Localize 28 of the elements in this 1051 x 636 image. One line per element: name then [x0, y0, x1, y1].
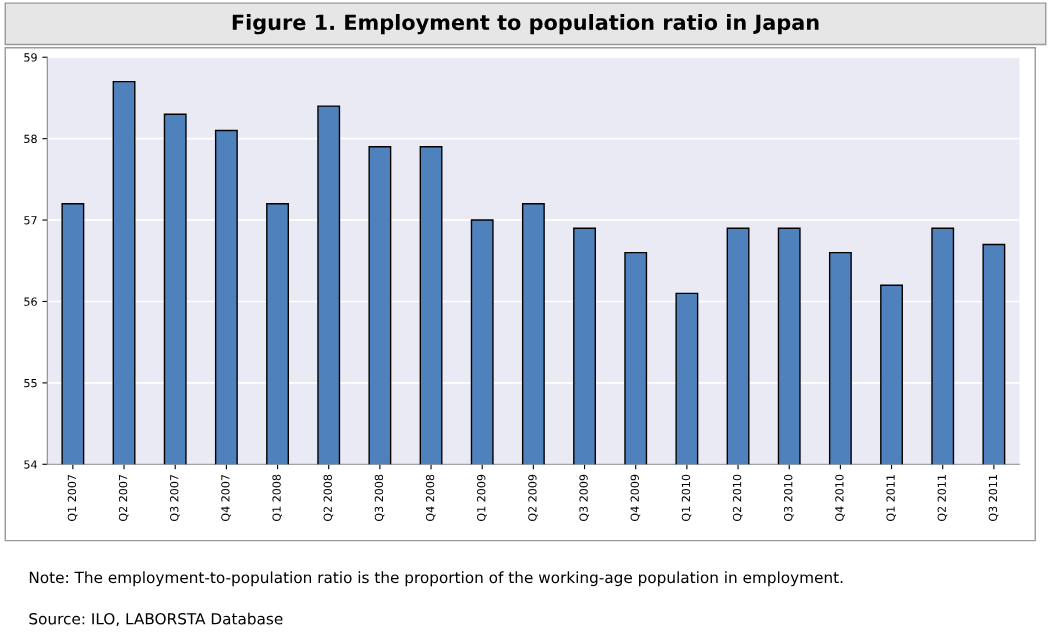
x-tick-label: Q1 2008: [272, 474, 283, 521]
y-tick-label: 56: [24, 297, 37, 306]
x-tick-label: Q1 2011: [886, 475, 897, 521]
x-tick-label: Q2 2007: [118, 474, 129, 521]
x-tick-label: Q3 2009: [579, 474, 590, 521]
x-tick-label: Q3 2011: [988, 475, 999, 521]
x-tick-label: Q3 2008: [374, 474, 385, 521]
x-tick-label: Q1 2010: [681, 474, 692, 521]
x-tick-label: Q3 2010: [784, 474, 794, 521]
x-tick-label: Q2 2011: [937, 475, 948, 521]
y-tick-label: 55: [24, 378, 37, 388]
y-tick-label: 59: [24, 53, 37, 62]
chart-title: Figure 1. Employment to population ratio in Japan: [232, 14, 819, 35]
x-tick-label: Q1 2009: [477, 474, 487, 521]
x-tick-label: Q4 2007: [221, 474, 231, 521]
x-tick-label: Q3 2007: [170, 474, 180, 521]
x-tick-label: Q4 2008: [425, 474, 436, 521]
x-tick-label: Q4 2010: [835, 474, 845, 521]
y-tick-label: 58: [24, 134, 37, 144]
y-tick-label: 57: [24, 216, 37, 225]
source-note: Source: ILO, LABORSTA Database: [29, 612, 283, 627]
x-tick-label: Q2 2008: [323, 474, 334, 521]
x-tick-label: Q2 2009: [528, 474, 538, 521]
x-tick-label: Q1 2007: [67, 474, 78, 521]
y-tick-label: 54: [24, 460, 37, 469]
x-tick-label: Q4 2009: [630, 474, 641, 521]
text: Note: The employment-to-population ratio is the proportion of the working-age population in employment.: [29, 571, 843, 587]
x-tick-label: Q2 2010: [732, 474, 743, 521]
